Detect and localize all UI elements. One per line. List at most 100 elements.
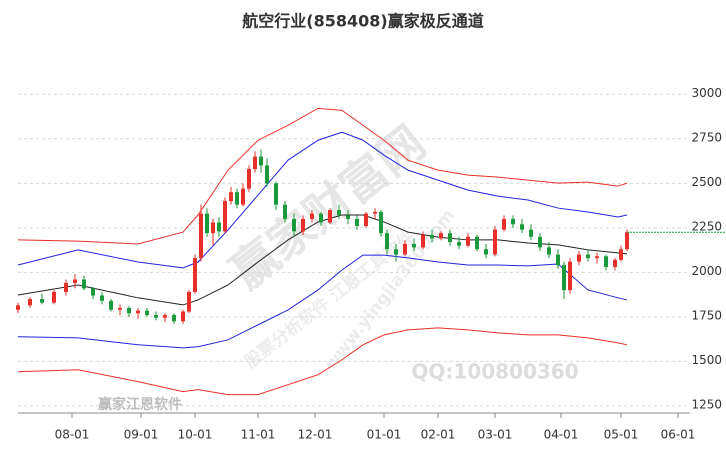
y-tick-label: 1750 xyxy=(691,308,722,322)
y-tick-label: 2750 xyxy=(691,130,722,144)
candle-body xyxy=(64,283,68,292)
candle-body xyxy=(163,315,167,318)
candle-body xyxy=(547,247,551,255)
candle-body xyxy=(379,211,383,234)
candle-body xyxy=(292,218,296,232)
candle-body xyxy=(556,254,560,266)
x-tick-label: 08-01 xyxy=(55,428,90,442)
y-tick-label: 2000 xyxy=(691,264,722,278)
candle-body xyxy=(181,311,185,322)
candle-body xyxy=(52,291,56,303)
candle-body xyxy=(127,307,131,314)
chart-title: 航空行业(858408)赢家极反通道 xyxy=(242,12,483,31)
candle-body xyxy=(205,213,209,234)
candle-body xyxy=(253,156,257,170)
candle-body xyxy=(421,234,425,248)
x-tick-label: 04-01 xyxy=(544,428,579,442)
candle-body xyxy=(373,211,377,214)
candle-body xyxy=(394,249,398,255)
watermark: QQ:100800360 xyxy=(411,360,578,384)
x-tick-label: 05-01 xyxy=(604,428,639,442)
candle-body xyxy=(595,256,599,259)
candle-body xyxy=(40,299,44,303)
candle-body xyxy=(502,218,506,230)
candle-body xyxy=(328,210,332,223)
candle-body xyxy=(511,218,515,225)
candle-body xyxy=(625,232,629,250)
candle-body xyxy=(283,204,287,219)
candle-body xyxy=(439,233,443,239)
y-tick-label: 3000 xyxy=(691,86,722,100)
candle-body xyxy=(193,258,197,292)
candle-body xyxy=(241,188,245,205)
x-tick-label: 12-01 xyxy=(298,428,333,442)
candle-body xyxy=(172,315,176,322)
candle-body xyxy=(457,242,461,246)
candle-body xyxy=(265,165,269,184)
candle-body xyxy=(235,192,239,205)
candle-body xyxy=(199,213,203,259)
candle-body xyxy=(364,213,368,227)
candle-body xyxy=(247,169,251,189)
candle-body xyxy=(310,213,314,219)
candle-body xyxy=(82,279,86,289)
watermark: 赢家江恩软件 xyxy=(98,396,182,413)
candle-body xyxy=(145,310,149,316)
candle-body xyxy=(136,310,140,314)
candle-body xyxy=(475,236,479,250)
candle-body xyxy=(613,259,617,267)
candle-body xyxy=(187,291,191,312)
candle-body xyxy=(319,213,323,223)
x-tick-label: 03-01 xyxy=(478,428,513,442)
x-tick-label: 11-01 xyxy=(241,428,276,442)
candle-body xyxy=(430,234,434,239)
y-tick-label: 1500 xyxy=(691,353,722,367)
candle-body xyxy=(91,288,95,296)
candle-body xyxy=(520,224,524,230)
y-tick-label: 2500 xyxy=(691,175,722,189)
candle-body xyxy=(274,183,278,205)
candle-body xyxy=(562,265,566,291)
x-tick-label: 02-01 xyxy=(421,428,456,442)
candle-body xyxy=(355,218,359,227)
x-tick-label: 10-01 xyxy=(178,428,213,442)
candle-body xyxy=(337,210,341,216)
channel-line xyxy=(17,107,628,245)
x-tick-label: 09-01 xyxy=(124,428,159,442)
candle-body xyxy=(466,236,470,246)
candle-body xyxy=(118,307,122,310)
channel-line xyxy=(17,327,628,396)
candle-body xyxy=(577,254,581,262)
candle-body xyxy=(223,201,227,232)
candle-body xyxy=(28,299,32,306)
candle-body xyxy=(604,256,608,267)
candle-body xyxy=(448,233,452,243)
candle-body xyxy=(16,305,20,310)
candle-body xyxy=(568,261,572,291)
candle-body xyxy=(100,295,104,301)
candle-body xyxy=(259,156,263,166)
candle-body xyxy=(529,229,533,237)
candle-body xyxy=(154,315,158,318)
channel-line xyxy=(17,131,628,269)
candle-body xyxy=(211,222,215,234)
y-tick-label: 2250 xyxy=(691,219,722,233)
candle-body xyxy=(538,236,542,248)
candle-body xyxy=(493,229,497,255)
candle-body xyxy=(484,249,488,255)
candle-body xyxy=(586,254,590,259)
candle-body xyxy=(412,243,416,248)
x-tick-label: 06-01 xyxy=(661,428,696,442)
candle-body xyxy=(619,249,623,260)
candle-body xyxy=(403,243,407,255)
channel-line xyxy=(17,254,628,349)
y-tick-label: 1250 xyxy=(691,397,722,411)
candle-body xyxy=(109,300,113,310)
candle-body xyxy=(385,233,389,250)
candle-body xyxy=(73,279,77,284)
x-tick-label: 01-01 xyxy=(367,428,402,442)
candle-body xyxy=(217,222,221,232)
candle-body xyxy=(346,215,350,219)
